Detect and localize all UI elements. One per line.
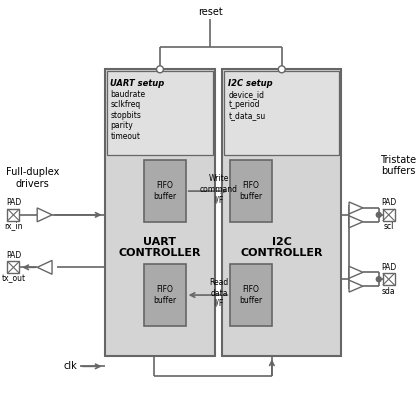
Text: FIFO
buffer: FIFO buffer: [239, 285, 262, 305]
Bar: [230, 264, 272, 326]
Text: baudrate
sclkfreq
stopbits
parity
timeout: baudrate sclkfreq stopbits parity timeou…: [110, 90, 146, 141]
Bar: [105, 69, 215, 356]
Circle shape: [157, 66, 163, 73]
Text: FIFO
buffer: FIFO buffer: [153, 285, 176, 305]
Text: Tristate
buffers: Tristate buffers: [381, 154, 417, 176]
Bar: [222, 69, 341, 356]
Circle shape: [278, 66, 285, 73]
Text: sda: sda: [382, 286, 396, 296]
Text: Full-duplex
drivers: Full-duplex drivers: [5, 168, 59, 189]
Text: PAD: PAD: [6, 251, 21, 260]
Polygon shape: [37, 208, 52, 222]
Text: UART
CONTROLLER: UART CONTROLLER: [119, 236, 201, 258]
Bar: [383, 273, 395, 285]
Text: PAD: PAD: [381, 198, 396, 208]
Text: rx_in: rx_in: [4, 221, 23, 230]
Text: scl: scl: [383, 222, 394, 231]
Text: PAD: PAD: [381, 263, 396, 272]
Polygon shape: [349, 266, 363, 278]
Circle shape: [376, 212, 381, 217]
Text: clk: clk: [63, 361, 77, 371]
Text: FIFO
buffer: FIFO buffer: [153, 181, 176, 201]
Bar: [107, 71, 213, 156]
Text: tx_out: tx_out: [1, 274, 26, 283]
Text: I2C
CONTROLLER: I2C CONTROLLER: [241, 236, 323, 258]
Bar: [383, 209, 395, 221]
Text: reset: reset: [198, 7, 223, 17]
Polygon shape: [349, 216, 363, 228]
Bar: [230, 160, 272, 222]
Text: Write
command
I/F: Write command I/F: [200, 174, 238, 204]
Bar: [144, 264, 186, 326]
Bar: [224, 71, 339, 156]
Bar: [8, 261, 19, 273]
Text: UART setup: UART setup: [110, 79, 165, 88]
Polygon shape: [349, 202, 363, 214]
Text: I2C setup: I2C setup: [228, 79, 273, 88]
Polygon shape: [37, 260, 52, 274]
Text: PAD: PAD: [6, 198, 21, 208]
Bar: [8, 209, 19, 221]
Circle shape: [376, 277, 381, 282]
Bar: [144, 160, 186, 222]
Text: Read
data
I/F: Read data I/F: [209, 278, 228, 308]
Text: FIFO
buffer: FIFO buffer: [239, 181, 262, 201]
Polygon shape: [349, 280, 363, 292]
Text: device_id
t_period
t_data_su: device_id t_period t_data_su: [228, 90, 265, 120]
